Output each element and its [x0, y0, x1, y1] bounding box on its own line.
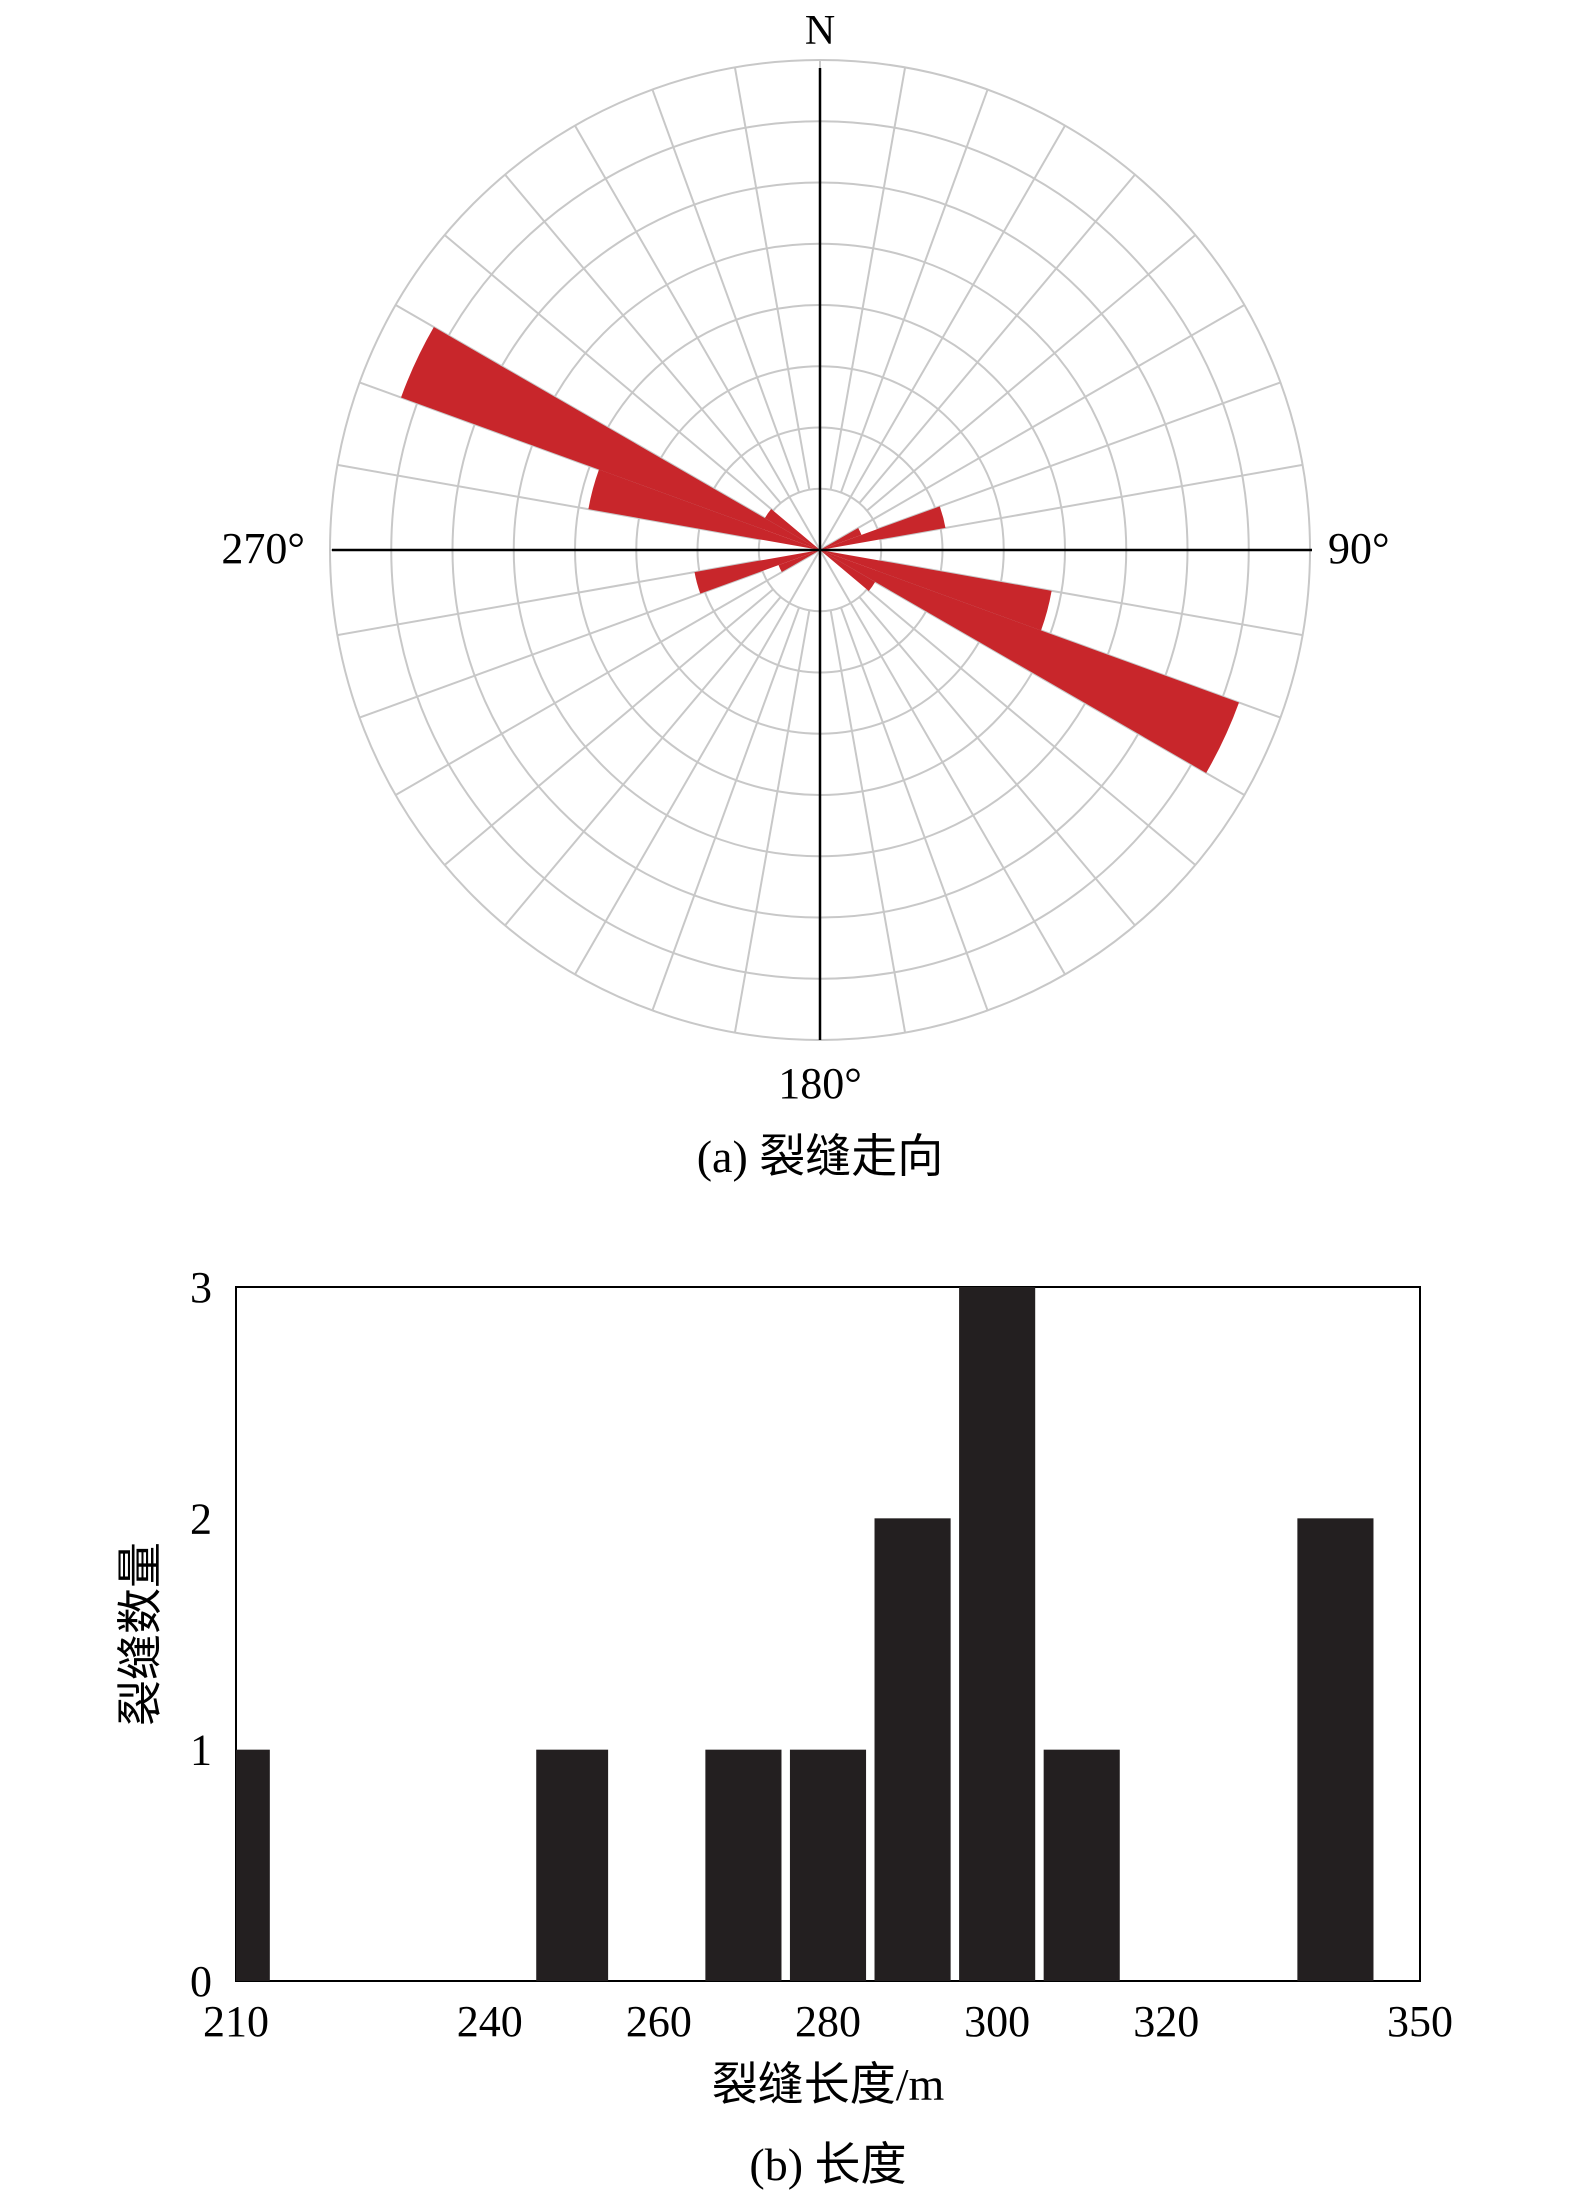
rose-petal [694, 550, 820, 594]
rose-diagram: N 90° 180° 270° (a) 裂缝走向 [221, 8, 1389, 1182]
south-label: 180° [778, 1059, 862, 1108]
rose-petals [400, 327, 1240, 773]
rose-spoke [651, 89, 800, 493]
rose-spoke [337, 559, 760, 637]
y-tick-labels: 0 1 2 3 [190, 1263, 212, 2006]
rose-spoke [829, 67, 907, 490]
x-tick-label: 240 [457, 1997, 523, 2046]
rose-spoke [337, 463, 760, 541]
x-tick-label: 280 [795, 1997, 861, 2046]
y-tick-label: 0 [190, 1957, 212, 2006]
rose-spoke [866, 234, 1197, 512]
rose-petal [588, 469, 820, 550]
x-tick-label: 320 [1133, 1997, 1199, 2046]
x-tick-label: 350 [1387, 1997, 1453, 2046]
x-tick-label: 300 [964, 1997, 1030, 2046]
rose-spoke [733, 67, 811, 490]
rose-spoke [877, 381, 1281, 530]
rose-spoke [858, 596, 1136, 927]
bars [236, 1287, 1374, 1981]
bar [959, 1287, 1036, 1981]
bar [705, 1749, 782, 1981]
rose-spoke [840, 607, 989, 1011]
caption-b: (b) 长度 [749, 2139, 906, 2190]
rose-spoke [504, 596, 782, 927]
rose-spoke [880, 463, 1303, 541]
rose-spoke [443, 234, 774, 512]
east-label: 90° [1328, 524, 1390, 573]
y-axis-label: 裂缝数量 [115, 1542, 166, 1726]
bar-chart: 210 240 260 280 300 320 350 0 1 2 3 裂缝长度/m 裂缝数量 (… [115, 1263, 1453, 2190]
rose-petal [820, 527, 862, 550]
y-tick-label: 1 [190, 1726, 212, 1775]
rose-petal [400, 327, 820, 550]
rose-spoke [443, 588, 774, 866]
x-tick-label: 260 [626, 1997, 692, 2046]
bar [874, 1518, 951, 1981]
rose-spoke [866, 588, 1197, 866]
rose-spoke [858, 173, 1136, 504]
rose-petal [820, 550, 1052, 631]
caption-a: (a) 裂缝走向 [697, 1131, 944, 1182]
rose-petal [764, 509, 820, 550]
rose-petal [820, 506, 946, 550]
x-axis-label: 裂缝长度/m [712, 2059, 945, 2110]
bar [1297, 1518, 1374, 1981]
west-label: 270° [221, 524, 305, 573]
rose-petal [820, 550, 876, 591]
rose-spoke [829, 610, 907, 1033]
y-tick-label: 2 [190, 1494, 212, 1543]
rose-spoke [733, 610, 811, 1033]
x-tick-label: 210 [203, 1997, 269, 2046]
x-tick-labels: 210 240 260 280 300 320 350 [203, 1997, 1453, 2046]
rose-spoke [504, 173, 782, 504]
bar [789, 1749, 867, 1981]
north-label: N [805, 8, 835, 54]
bar [236, 1749, 270, 1981]
rose-petal [820, 550, 1240, 773]
rose-spoke [359, 570, 763, 719]
rose-spoke [840, 89, 989, 493]
bar [1043, 1749, 1120, 1981]
bar [536, 1749, 609, 1981]
y-tick-label: 3 [190, 1263, 212, 1312]
rose-petal [778, 550, 820, 573]
rose-spoke [651, 607, 800, 1011]
